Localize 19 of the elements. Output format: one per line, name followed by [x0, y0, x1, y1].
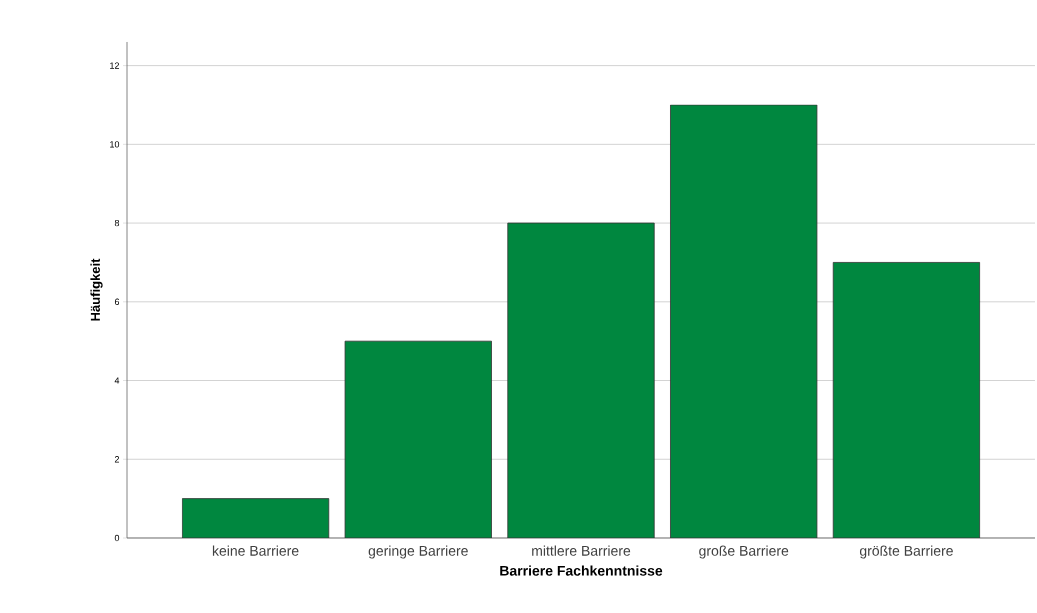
bar [344, 340, 492, 538]
x-tick-label: größte Barriere [859, 545, 953, 559]
y-tick-label: 10 [110, 141, 120, 148]
x-tick-label: keine Barriere [212, 545, 299, 556]
x-tick-label: mittlere Barriere [532, 545, 631, 556]
x-axis-title: Barriere Fachkenntnisse [500, 565, 663, 576]
y-axis-title: Häufigkeit [90, 258, 103, 321]
bar [832, 262, 981, 538]
y-tick-label: 2 [114, 456, 120, 463]
y-tick-label: 4 [114, 377, 120, 384]
y-tick-label: 8 [114, 219, 120, 227]
bar [181, 498, 330, 538]
x-tick-label: große Barriere [699, 545, 789, 559]
y-tick-label: 0 [114, 534, 120, 542]
y-tick-label: 12 [110, 62, 120, 69]
bar [670, 104, 818, 538]
bar [507, 222, 655, 538]
y-tick-label: 6 [114, 298, 120, 305]
x-tick-label: geringe Barriere [368, 545, 468, 559]
